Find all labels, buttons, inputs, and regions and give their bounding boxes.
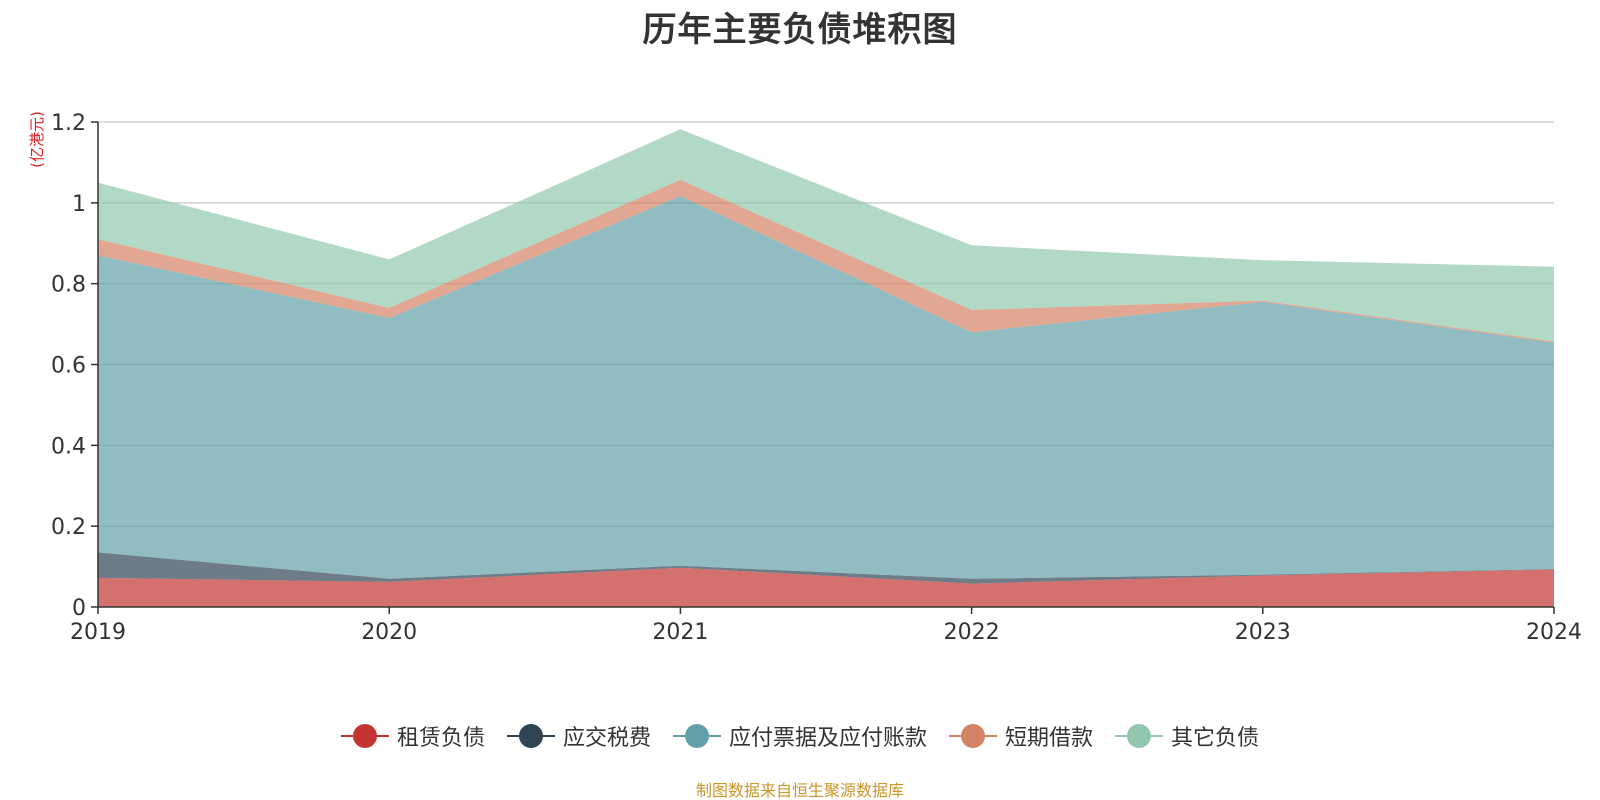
y-tick-label-3: 0.6 [51,354,86,379]
legend-marker [949,724,997,748]
legend-marker-dot [684,724,709,748]
chart-title: 历年主要负债堆积图 [642,10,958,50]
area-series-0 [98,567,1554,607]
x-tick-label-3: 2022 [944,620,1000,645]
legend-marker [506,724,555,748]
y-tick-label-6: 1.2 [51,111,86,136]
stacked-area-chart: 0 0.2 0.4 0.6 0.8 1 1.2 2019 2020 2021 2022 2023 202… [51,111,1582,645]
legend-marker-dot [1127,724,1152,748]
x-tick-label-1: 2020 [361,620,417,645]
legend-marker-dot [518,724,543,748]
y-tick-label-0: 0 [72,596,86,621]
x-tick-label-2: 2021 [652,620,708,645]
x-tick-label-5: 2024 [1526,620,1582,645]
legend-item-4[interactable]: 其它负债 [1115,720,1259,752]
area-series-1 [98,552,1554,584]
legend-label: 应交税费 [562,726,651,751]
legend-marker [340,724,389,748]
y-tick-label-4: 0.8 [51,273,86,298]
y-tick-label-1: 0.2 [51,515,86,540]
legend-label: 其它负债 [1171,726,1260,751]
legend-marker-dot [961,724,985,748]
legend-item-0[interactable]: 租赁负债 [340,720,485,752]
legend-item-1[interactable]: 应交税费 [506,720,651,752]
x-tick-label-0: 2019 [70,620,126,645]
area-series-2 [98,196,1554,579]
y-tick-label-2: 0.4 [51,434,86,459]
x-tick-label-4: 2023 [1235,620,1291,645]
area-series-4 [98,129,1554,342]
legend-marker [672,724,721,748]
y-tick-label-5: 1 [72,192,86,217]
legend-label: 应付票据及应付账款 [728,726,927,751]
legend-label: 短期借款 [1005,726,1094,751]
legend-marker-dot [352,724,377,748]
legend-item-3[interactable]: 短期借款 [949,720,1093,752]
legend-marker [1115,724,1164,748]
chart-legend: 租赁负债 应交税费 应付票据及应付账款 短期借款 其它负债 [0,720,1600,752]
legend-item-2[interactable]: 应付票据及应付账款 [672,720,927,752]
area-series-3 [98,179,1554,343]
legend-label: 租赁负债 [396,726,485,751]
data-source-note: 制图数据来自恒生聚源数据库 [695,781,904,800]
